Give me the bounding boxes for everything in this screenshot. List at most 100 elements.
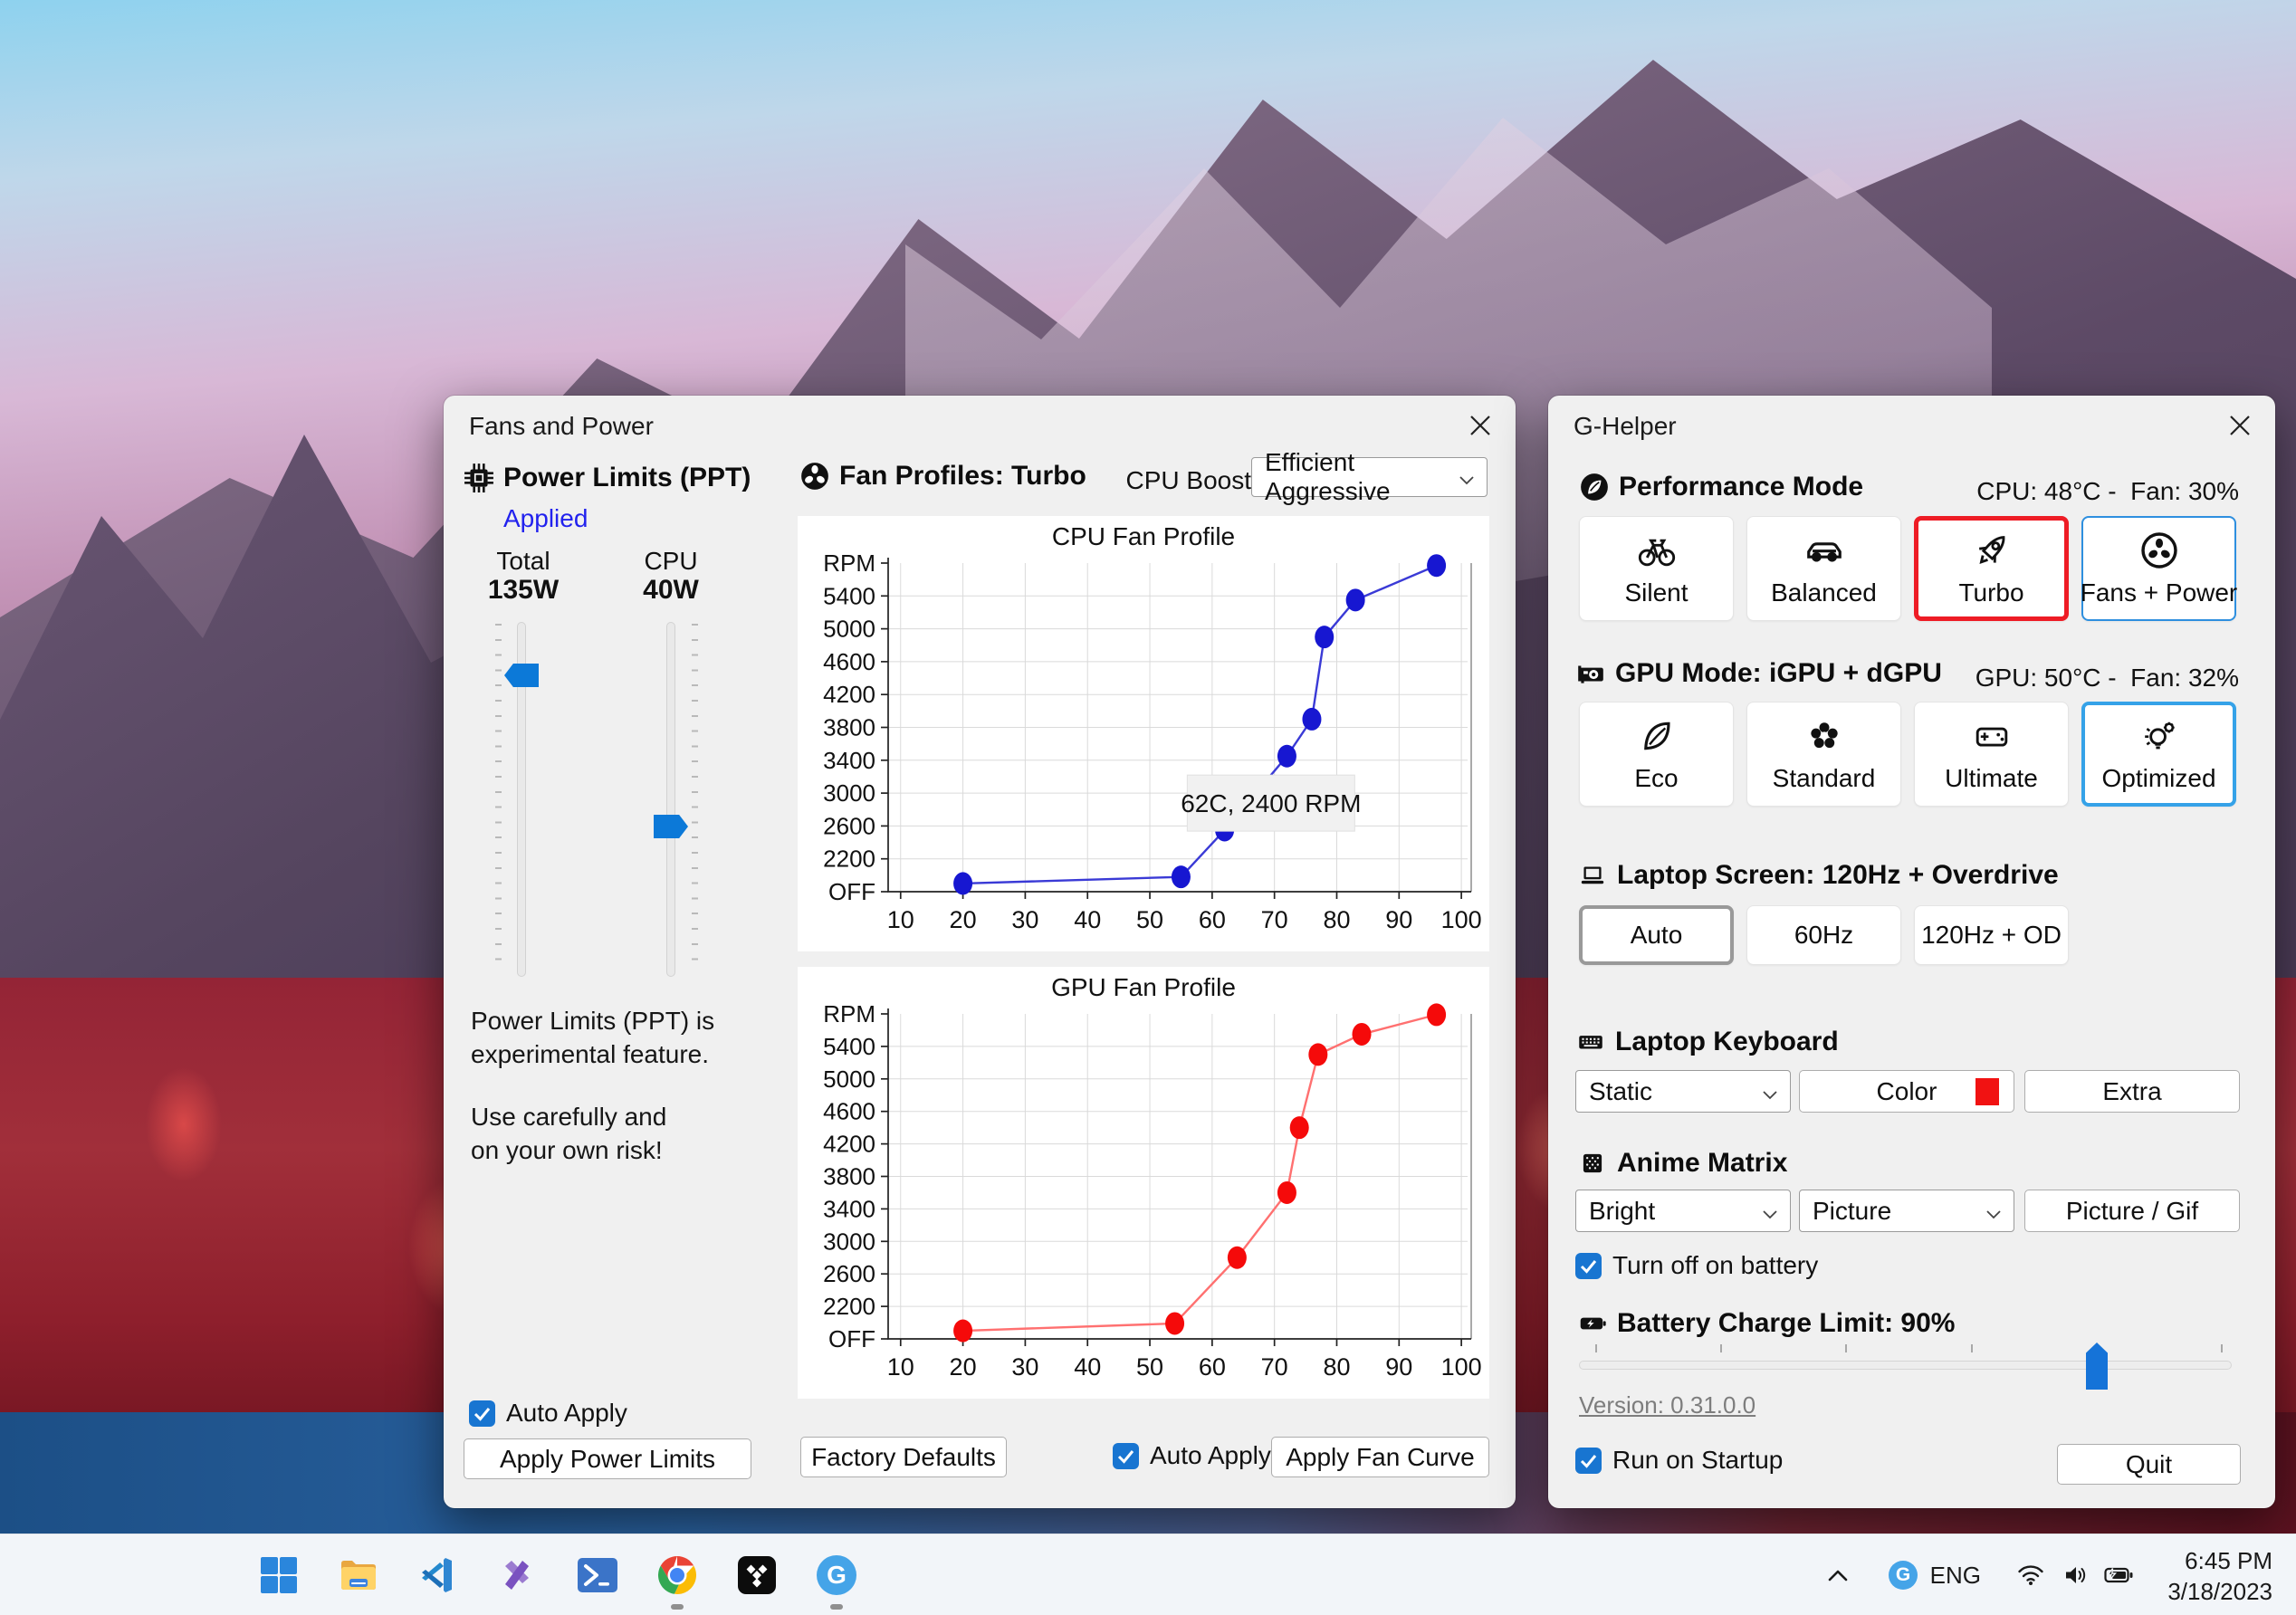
svg-text:100: 100 (1441, 1353, 1482, 1381)
gpu-eco-button[interactable]: Eco (1579, 702, 1734, 807)
cpu-power-slider[interactable] (645, 622, 703, 977)
gpu-ultimate-button[interactable]: Ultimate (1914, 702, 2069, 807)
cpu-fan-chart[interactable]: CPU Fan Profile OFF 2200 2600 3000 3400 3800 42… (798, 516, 1489, 951)
svg-text:60: 60 (1199, 1353, 1226, 1381)
apply-fan-curve-button[interactable]: Apply Fan Curve (1271, 1437, 1489, 1477)
run-on-startup-checkbox[interactable] (1575, 1447, 1602, 1474)
turn-off-battery-label: Turn off on battery (1612, 1251, 1819, 1279)
keyboard-extra-button[interactable]: Extra (2024, 1070, 2240, 1113)
color-swatch (1976, 1077, 1999, 1105)
screen-auto-button[interactable]: Auto (1579, 905, 1734, 965)
power-limits-header-row: Power Limits (PPT) (464, 463, 751, 493)
g-helper-taskbar-icon[interactable]: G (815, 1553, 858, 1610)
auto-apply-power-checkbox[interactable] (469, 1400, 495, 1427)
svg-text:GPU Fan Profile: GPU Fan Profile (1051, 973, 1236, 1001)
volume-icon[interactable] (2064, 1534, 2090, 1615)
chip-icon (464, 463, 494, 493)
mode-turbo-button[interactable]: Turbo (1914, 516, 2069, 621)
auto-apply-fan-checkbox[interactable] (1113, 1442, 1139, 1469)
run-on-startup-row: Run on Startup (1575, 1446, 1783, 1475)
fans-window-title: Fans and Power (469, 412, 654, 440)
g-helper-tray-icon[interactable]: G (1889, 1534, 1918, 1615)
screen-120hz-od-button[interactable]: 120Hz + OD (1914, 905, 2069, 965)
quit-button[interactable]: Quit (2057, 1444, 2241, 1485)
turn-off-battery-checkbox[interactable] (1575, 1252, 1602, 1279)
slider-track[interactable] (666, 622, 675, 977)
rocket-icon (1971, 530, 2013, 571)
leaf-icon (1636, 715, 1678, 757)
anime-mode-select[interactable]: Picture (1799, 1190, 2014, 1232)
factory-defaults-button[interactable]: Factory Defaults (800, 1437, 1007, 1477)
svg-text:10: 10 (887, 906, 914, 933)
auto-apply-power-label: Auto Apply (506, 1399, 627, 1427)
vscode-icon[interactable] (416, 1553, 460, 1597)
mode-silent-button[interactable]: Silent (1579, 516, 1734, 621)
svg-text:5400: 5400 (823, 1033, 875, 1060)
power-limits-header: Power Limits (PPT) (503, 463, 751, 492)
anime-brightness-select[interactable]: Bright (1575, 1190, 1791, 1232)
power-limits-note-1: Power Limits (PPT) is experimental featu… (471, 1007, 715, 1068)
anime-header: Anime Matrix (1617, 1148, 1788, 1178)
applied-link[interactable]: Applied (503, 504, 588, 532)
gpu-status: GPU: 50°C - Fan: 32% (1975, 664, 2239, 692)
gamepad-icon (1971, 715, 2013, 757)
chrome-icon[interactable] (655, 1553, 699, 1610)
svg-text:50: 50 (1136, 906, 1163, 933)
ghelper-titlebar[interactable]: G-Helper (1548, 396, 2275, 450)
version-link[interactable]: Version: 0.31.0.0 (1579, 1391, 1756, 1419)
cpu-boost-select[interactable]: Efficient Aggressive (1251, 448, 1488, 505)
svg-text:3400: 3400 (823, 1195, 875, 1222)
auto-apply-power-row: Auto Apply (469, 1399, 627, 1428)
battery-slider-thumb[interactable] (2086, 1343, 2108, 1390)
total-slider-thumb[interactable] (504, 664, 539, 687)
svg-text:90: 90 (1385, 906, 1412, 933)
close-icon[interactable] (1468, 414, 1492, 437)
svg-text:4600: 4600 (823, 648, 875, 675)
tray-chevron-up-icon[interactable] (1827, 1534, 1849, 1615)
svg-text:80: 80 (1323, 906, 1350, 933)
gpu-fan-chart[interactable]: GPU Fan Profile OFF 2200 2600 3000 3400 3800 42… (798, 967, 1489, 1399)
svg-text:20: 20 (950, 1353, 977, 1381)
svg-text:60: 60 (1199, 906, 1226, 933)
language-indicator[interactable]: ENG (1929, 1561, 1981, 1589)
keyboard-mode-select[interactable]: Static (1575, 1070, 1791, 1113)
battery-tray-icon[interactable] (2104, 1534, 2133, 1615)
keyboard-color-button[interactable]: Color (1799, 1070, 2014, 1113)
total-power-slider[interactable] (495, 622, 553, 977)
file-explorer-icon[interactable] (337, 1553, 380, 1597)
fans-and-power-window: Fans and Power Power Limits (PPT) Applie… (444, 396, 1516, 1508)
gpu-optimized-button[interactable]: Optimized (2081, 702, 2236, 807)
apply-power-limits-button[interactable]: Apply Power Limits (464, 1438, 751, 1479)
picture-gif-button[interactable]: Picture / Gif (2024, 1190, 2240, 1232)
run-on-startup-label: Run on Startup (1612, 1446, 1784, 1474)
running-indicator (671, 1604, 684, 1610)
flower-icon (1803, 715, 1845, 757)
svg-text:4200: 4200 (823, 681, 875, 708)
svg-text:2600: 2600 (823, 812, 875, 839)
power-limits-note-2: Use carefully and on your own risk! (471, 1103, 667, 1164)
start-button[interactable] (257, 1553, 301, 1597)
svg-text:3800: 3800 (823, 714, 875, 741)
wifi-icon[interactable] (2017, 1534, 2044, 1615)
close-icon[interactable] (2228, 414, 2252, 437)
svg-text:20: 20 (950, 906, 977, 933)
screen-60hz-button[interactable]: 60Hz (1746, 905, 1901, 965)
fans-window-titlebar[interactable]: Fans and Power (444, 396, 1516, 450)
visual-studio-icon[interactable] (496, 1553, 540, 1597)
powershell-icon[interactable] (576, 1553, 619, 1597)
cpu-slider-thumb[interactable] (654, 815, 688, 838)
gpu-standard-button[interactable]: Standard (1746, 702, 1901, 807)
mode-fans-power-button[interactable]: Fans + Power (2081, 516, 2237, 621)
svg-text:3000: 3000 (823, 779, 875, 807)
svg-text:CPU Fan Profile: CPU Fan Profile (1052, 522, 1235, 550)
taskbar-clock[interactable]: 6:45 PM 3/18/2023 (2167, 1545, 2272, 1607)
battery-slider-track[interactable] (1579, 1361, 2232, 1370)
screen-header-row: Laptop Screen: 120Hz + Overdrive (1577, 860, 2059, 891)
svg-text:30: 30 (1011, 906, 1038, 933)
keyboard-icon (1575, 1027, 1606, 1057)
svg-text:5000: 5000 (823, 1066, 875, 1093)
mode-balanced-button[interactable]: Balanced (1746, 516, 1901, 621)
slider-ticks (495, 624, 502, 973)
tidal-icon[interactable] (735, 1553, 779, 1597)
slider-track[interactable] (517, 622, 526, 977)
